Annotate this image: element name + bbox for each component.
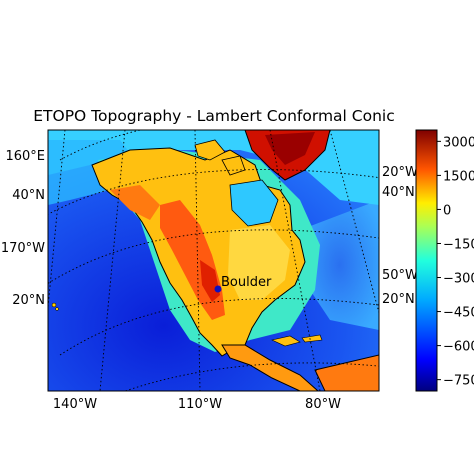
colorbar-tick-label: 3000: [443, 135, 474, 150]
colorbar-tick-label: −7500: [443, 374, 474, 389]
caribbean-island: [301, 334, 323, 343]
left-label-170w: 170°W: [1, 241, 45, 256]
map-frame: [47, 129, 380, 392]
right-label-20n: 20°N: [382, 292, 415, 307]
bottom-label-140w: 140°W: [53, 397, 97, 412]
colorbar: [415, 129, 438, 392]
colorbar-ticks: 3000 1500 0 −1500 −3000 −4500 −6000 −7500: [437, 135, 474, 389]
hawaii-island: [51, 302, 57, 308]
left-label-40n: 40°N: [12, 188, 45, 203]
graticule: [48, 130, 379, 391]
hawaii-island: [55, 307, 59, 311]
colorbar-tick-label: −4500: [443, 306, 474, 321]
atlantic-ocean: [300, 200, 379, 330]
boulder-marker: [214, 285, 222, 293]
left-label-160e: 160°E: [5, 149, 45, 164]
eastern-lowlands: [228, 225, 290, 300]
right-label-40n: 40°N: [382, 185, 415, 200]
bottom-label-80w: 80°W: [305, 397, 341, 412]
colorbar-tick-label: −6000: [443, 340, 474, 355]
greenland-ice-cap: [265, 132, 315, 165]
colorbar-tick-label: 1500: [443, 169, 474, 184]
alaska-range: [110, 185, 160, 220]
left-label-20n: 20°N: [12, 293, 45, 308]
colorbar-tick-label: −1500: [443, 237, 474, 252]
caribbean-island: [271, 335, 301, 347]
boulder-label: Boulder: [221, 275, 272, 290]
arctic-island: [194, 139, 226, 161]
colorbar-tick-label: 0: [443, 203, 451, 218]
bottom-label-110w: 110°W: [178, 397, 222, 412]
right-label-20w: 20°W: [382, 165, 418, 180]
right-label-50w: 50°W: [382, 268, 418, 283]
map-title: ETOPO Topography - Lambert Conformal Con…: [33, 107, 395, 125]
map-area: Boulder: [48, 130, 379, 391]
colorbar-tick-label: −3000: [443, 272, 474, 287]
south-america: [314, 354, 379, 391]
colorado-plateau: [200, 260, 220, 302]
central-america: [221, 344, 319, 391]
hudson-bay: [229, 179, 279, 227]
